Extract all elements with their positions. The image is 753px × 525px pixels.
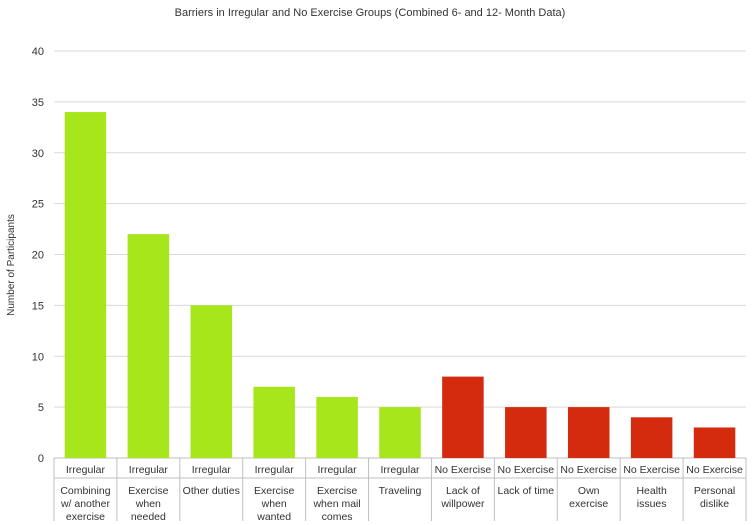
x-tick-label: Lack of time	[498, 485, 555, 497]
x-tick-group-label: Irregular	[318, 464, 358, 476]
x-tick-group-label: No Exercise	[498, 464, 555, 476]
bar	[442, 376, 484, 458]
y-tick-label: 35	[32, 97, 44, 109]
x-tick-group-label: Irregular	[255, 464, 295, 476]
x-tick-label: Exercise	[317, 485, 357, 497]
y-tick-label: 5	[38, 402, 44, 414]
x-tick-label: issues	[637, 498, 667, 510]
bar	[567, 407, 610, 458]
x-tick-label: Exercise	[128, 485, 168, 497]
x-tick-label: dislike	[700, 498, 729, 510]
bar	[630, 417, 673, 458]
y-tick-label: 15	[32, 300, 44, 312]
x-tick-group-label: Irregular	[192, 464, 232, 476]
x-tick-label: Health	[636, 485, 667, 497]
x-tick-label: Own	[578, 485, 600, 497]
x-tick-label: Traveling	[379, 485, 422, 497]
bar	[505, 407, 547, 458]
x-tick-label: Personal	[694, 485, 735, 497]
x-tick-label: wanted	[256, 511, 291, 523]
x-tick-label: willpower	[440, 498, 485, 510]
y-tick-label: 30	[32, 148, 44, 160]
bar	[379, 407, 421, 458]
bar	[190, 305, 233, 458]
x-tick-label: when mail	[312, 498, 360, 510]
x-tick-label: exercise	[66, 511, 105, 523]
gridlines	[54, 50, 746, 459]
y-tick-label: 10	[32, 351, 44, 363]
y-tick-label: 0	[38, 453, 44, 465]
bar	[127, 234, 170, 458]
bar	[253, 386, 295, 458]
x-tick-label: w/ another	[60, 498, 111, 510]
x-tick-label: when	[135, 498, 161, 510]
x-tick-group-label: Irregular	[380, 464, 420, 476]
x-tick-label: Lack of	[446, 485, 480, 497]
x-tick-label: Exercise	[254, 485, 294, 497]
y-tick-label: 25	[32, 199, 44, 211]
x-tick-label: needed	[131, 511, 166, 523]
x-tick-group-label: Irregular	[66, 464, 106, 476]
x-tick-label: when	[261, 498, 287, 510]
bar	[693, 427, 736, 458]
y-tick-label: 20	[32, 250, 44, 262]
y-tick-labels: 0 5 10 15 20 25 30 35 40	[32, 46, 44, 465]
x-tick-label: comes	[322, 511, 353, 523]
x-tick-label: Combining	[60, 485, 110, 497]
x-tick-group-label: No Exercise	[623, 464, 680, 476]
bar	[64, 112, 107, 459]
x-tick-group-label: No Exercise	[560, 464, 617, 476]
chart-title: Barriers in Irregular and No Exercise Gr…	[175, 7, 566, 19]
bar	[316, 396, 358, 458]
bars	[64, 112, 736, 459]
x-tick-label: Other duties	[183, 485, 240, 497]
x-tick-group-label: Irregular	[129, 464, 169, 476]
y-tick-label: 40	[32, 46, 44, 58]
x-tick-group-label: No Exercise	[435, 464, 492, 476]
x-tick-label: exercise	[569, 498, 608, 510]
x-tick-group-label: No Exercise	[686, 464, 743, 476]
y-axis-label: Number of Participants	[6, 214, 17, 316]
